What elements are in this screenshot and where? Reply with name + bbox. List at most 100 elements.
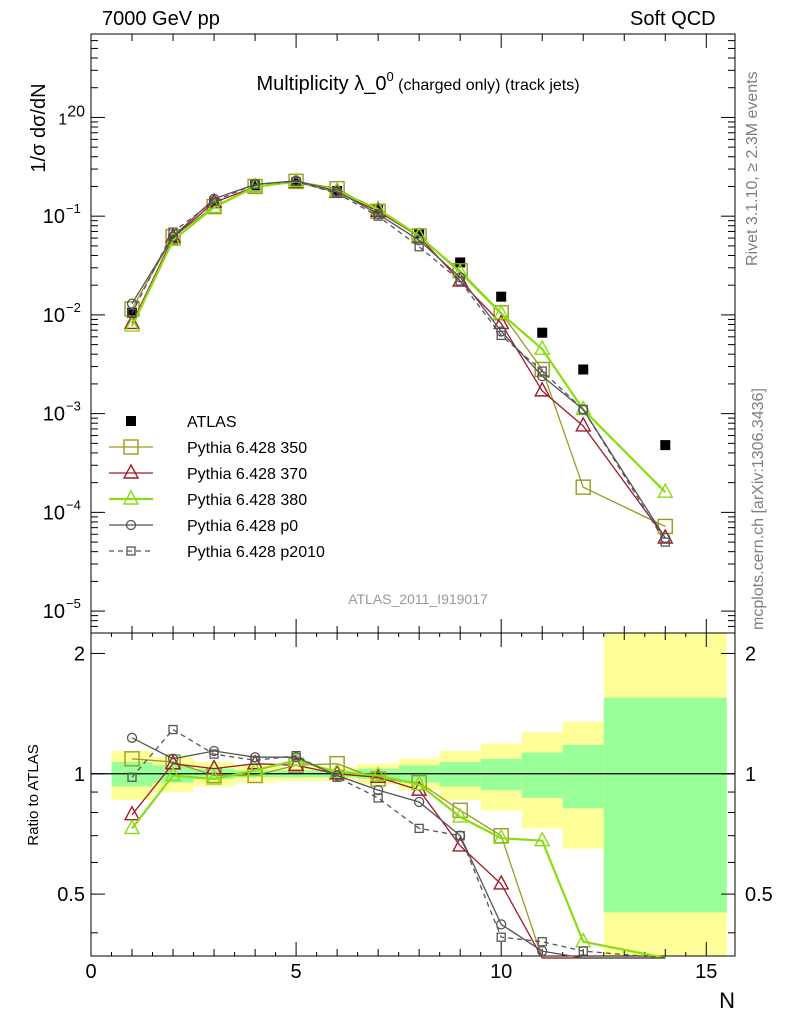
ratio-series-1-line xyxy=(131,763,666,959)
series-5-point xyxy=(537,366,547,376)
ratio-series-4-point xyxy=(578,946,588,956)
y-tick-label: 10 xyxy=(43,404,65,426)
ratio-series-2-point xyxy=(164,766,182,782)
ratio-series-4-point xyxy=(209,749,219,759)
ratio-series-4-point xyxy=(496,932,506,942)
series-0-point xyxy=(496,291,507,302)
series-4-line xyxy=(131,180,666,539)
series-5-point xyxy=(127,308,137,318)
ratio-series-3-line xyxy=(131,737,666,959)
ratio-series-2-point xyxy=(246,760,264,777)
y-tick-label-exponent: −1 xyxy=(66,201,81,216)
header-left: 7000 GeV pp xyxy=(102,8,220,30)
ratio-series-1-point xyxy=(493,874,510,890)
ratio-series-3-point xyxy=(167,753,179,764)
series-3-point xyxy=(493,304,510,320)
series-3-point xyxy=(123,316,141,332)
ratio-y-tick-label-right: 2 xyxy=(745,643,756,665)
ratio-series-4-point xyxy=(168,724,178,735)
ratio-series-4-line xyxy=(131,728,666,959)
legend-marker-5 xyxy=(126,546,136,556)
ratio-series-4-point xyxy=(291,751,301,761)
ratio-series-2-line xyxy=(131,759,666,960)
series-5-point xyxy=(209,196,219,206)
ratio-y-tick-label-right: 1 xyxy=(745,764,756,786)
y-tick-label: 10 xyxy=(43,305,65,327)
y-tick-label: 10 xyxy=(43,206,65,228)
ratio-plot-frame xyxy=(90,632,736,957)
ratio-series-4-point xyxy=(250,755,260,766)
x-tick-label: 0 xyxy=(85,961,96,983)
y-tick-label-exponent: −5 xyxy=(66,596,81,611)
ratio-series-4-point xyxy=(332,772,342,782)
ratio-y-axis-title: Ratio to ATLAS xyxy=(25,744,42,845)
series-0-point xyxy=(578,364,589,375)
ratio-y-tick-label-right: 0.5 xyxy=(745,884,773,906)
ratio-series-2-point xyxy=(452,807,469,823)
series-5-point xyxy=(414,242,424,252)
series-5-point xyxy=(455,276,465,286)
legend-marker-3 xyxy=(122,489,140,505)
series-2-point xyxy=(575,416,592,432)
series-2-point xyxy=(534,381,551,397)
uncertainty-band-inner xyxy=(603,697,727,913)
series-0-point xyxy=(291,178,302,189)
legend-label-2: Pythia 6.428 370 xyxy=(187,466,307,483)
chart-title: Multiplicity λ_00 (charged only) (track … xyxy=(256,69,579,95)
series-5-point xyxy=(332,188,342,199)
series-0-point xyxy=(455,257,466,268)
ratio-series-4-point xyxy=(127,772,137,782)
series-5-point xyxy=(578,404,588,415)
ratio-series-2-point xyxy=(534,831,551,847)
series-3-point xyxy=(657,482,674,498)
legend-marker-4 xyxy=(125,519,137,531)
ratio-series-4-point xyxy=(537,937,547,947)
series-5-point xyxy=(250,179,260,190)
series-5-point xyxy=(168,227,178,237)
series-4-point xyxy=(414,235,425,246)
legend-label-3: Pythia 6.428 380 xyxy=(187,492,307,509)
legend-marker-1 xyxy=(123,439,139,455)
legend-label-5: Pythia 6.428 p2010 xyxy=(187,544,325,561)
series-3-point xyxy=(205,197,223,213)
series-1-point xyxy=(575,479,591,495)
legend-marker-0 xyxy=(126,416,136,426)
ratio-series-2-point xyxy=(493,828,510,844)
x-tick-label: 15 xyxy=(695,961,717,983)
legend-marker-2 xyxy=(122,463,140,479)
ratio-series-2-point xyxy=(328,762,346,778)
x-axis-title: N xyxy=(719,988,735,1013)
ratio-series-4-point xyxy=(373,793,383,803)
ratio-y-tick-label: 1 xyxy=(74,764,85,786)
y-tick-label-exponent: −3 xyxy=(66,399,81,414)
ratio-series-0-point xyxy=(124,751,140,767)
series-3-point xyxy=(534,339,551,355)
ratio-series-2-point xyxy=(123,818,141,835)
x-tick-label: 10 xyxy=(490,961,512,983)
ratio-series-2-point xyxy=(205,769,223,785)
ratio-series-1-point xyxy=(287,755,305,771)
ratio-series-1-point xyxy=(410,780,428,796)
series-5-point xyxy=(291,176,301,187)
ratio-series-4-point xyxy=(414,823,424,834)
series-0-point xyxy=(660,440,671,451)
x-tick-label: 5 xyxy=(291,961,302,983)
ratio-y-tick-label: 0.5 xyxy=(57,884,85,906)
y-axis-title: 1/σ dσ/dN xyxy=(28,83,50,172)
svg-text:120: 120 xyxy=(58,103,85,128)
series-0-point xyxy=(414,228,425,239)
uncertainty-band-inner xyxy=(480,758,522,791)
series-5-point xyxy=(373,211,383,221)
uncertainty-band-inner xyxy=(562,745,604,809)
series-5-point xyxy=(496,330,506,341)
legend-label-4: Pythia 6.428 p0 xyxy=(187,518,298,535)
header-right: Soft QCD xyxy=(630,8,716,30)
ratio-series-3-point xyxy=(537,945,548,957)
y-tick-label: 10 xyxy=(43,601,65,623)
legend-label-0: ATLAS xyxy=(187,414,237,431)
ratio-series-4-point xyxy=(455,831,465,841)
ratio-series-2-point xyxy=(410,775,428,791)
y-tick-label: 10 xyxy=(43,502,65,524)
ratio-series-3-point xyxy=(372,784,384,796)
